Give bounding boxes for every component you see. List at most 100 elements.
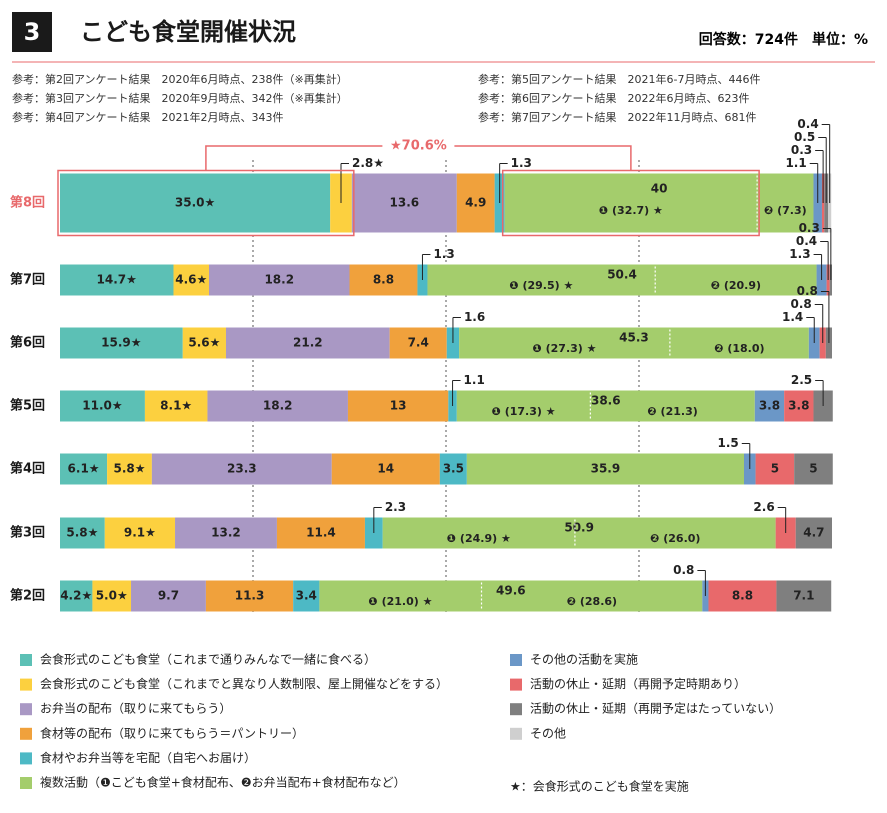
value-label: 0.8	[797, 284, 818, 298]
value-label: 0.3	[799, 221, 820, 235]
bar-segment	[293, 580, 320, 612]
bar-segment	[144, 390, 208, 422]
value-label: 1.5	[718, 436, 739, 450]
legend-label: 会食形式のこども食堂（これまでと異なり人数制限、屋上開催などをする）	[40, 676, 448, 691]
value-label: 5.6★	[188, 336, 220, 350]
value-label: 4.9	[465, 196, 486, 210]
bar-segment	[351, 173, 457, 233]
legend-label: その他の活動を実施	[530, 652, 638, 667]
bar-segment	[173, 264, 209, 296]
value-label: 4.7	[803, 526, 824, 540]
bar-segment	[319, 580, 703, 612]
value-label: 2.8★	[352, 156, 384, 170]
value-label: 21.2	[293, 336, 323, 350]
value-label: 3.4	[296, 589, 317, 603]
bar-segment	[784, 390, 814, 422]
number-box	[12, 12, 52, 52]
value-label: 9.1★	[124, 526, 156, 540]
value-label: 1.1	[785, 156, 806, 170]
breakdown-label: ❶ (21.0) ★	[368, 595, 432, 608]
bar-segment	[347, 390, 449, 422]
row-label: 第4回	[10, 461, 45, 477]
value-label: 11.4	[306, 526, 336, 540]
legend-swatch	[20, 727, 32, 740]
note: 参考：第4回アンケート結果 2021年2月時点、343件	[12, 110, 284, 124]
value-label: 5.8★	[113, 462, 145, 476]
value-label: 4.2★	[60, 589, 92, 603]
value-label: 1.4	[782, 310, 803, 324]
value-label: 7.1	[793, 589, 814, 603]
value-label: 2.6	[753, 500, 774, 514]
value-label: 1.3	[433, 247, 454, 261]
value-label: 45.3	[619, 331, 649, 345]
bar-segment	[794, 453, 833, 485]
legend-swatch	[20, 777, 32, 789]
bar-segment	[205, 580, 294, 612]
meta: 回答数：724件 単位：%	[699, 31, 868, 48]
value-label: 5.8★	[66, 526, 98, 540]
value-label: 2.3	[385, 500, 406, 514]
legend-label: お弁当の配布（取りに来てもらう）	[40, 701, 231, 716]
bar-segment	[708, 580, 777, 612]
bar-segment	[92, 580, 132, 612]
breakdown-label: ❷ (28.6)	[567, 595, 617, 608]
legend-label: 食材やお弁当等を宅配（自宅へお届け）	[40, 750, 256, 765]
bar-segment	[427, 264, 817, 296]
legend-swatch	[510, 703, 522, 716]
bar-segment	[349, 264, 418, 296]
breakdown-label: ❶ (17.3) ★	[492, 405, 556, 418]
bar-segment	[60, 173, 331, 233]
legend-swatch	[510, 678, 522, 691]
breakdown-label: ❷ (20.9)	[711, 279, 761, 292]
bar-segment	[60, 580, 93, 612]
value-label: 0.5	[794, 130, 815, 144]
value-label: 5	[771, 462, 779, 476]
legend-swatch	[20, 703, 32, 716]
bar-segment	[60, 517, 105, 549]
value-label: 23.3	[227, 462, 257, 476]
value-label: 35.0★	[175, 196, 215, 210]
breakdown-label: ❶ (29.5) ★	[509, 279, 573, 292]
legend-label: 複数活動（❶こども食堂+食材配布、❷お弁当配布+食材配布など）	[40, 775, 406, 790]
legend-label: 活動の休止・延期（再開予定時期あり）	[530, 676, 746, 691]
legend-swatch	[20, 654, 32, 666]
value-label: 8.8	[732, 589, 753, 603]
bar-segment	[107, 453, 152, 485]
value-label: 7.4	[408, 336, 429, 350]
bar-segment	[795, 517, 832, 549]
value-label: 3.5	[443, 462, 464, 476]
value-label: 0.8	[673, 563, 694, 577]
value-label: 9.7	[158, 589, 179, 603]
value-label: 5	[809, 462, 817, 476]
bar-segment	[459, 327, 809, 359]
bar-segment	[776, 580, 832, 612]
bar-segment	[439, 453, 467, 485]
value-label: 0.3	[791, 143, 812, 157]
value-label: 11.0★	[82, 399, 122, 413]
value-label: 15.9★	[101, 336, 141, 350]
bar-segment	[175, 517, 277, 549]
legend-label: 食材等の配布（取りに来てもらう＝パントリー）	[40, 725, 304, 740]
value-label: 14.7★	[97, 273, 137, 287]
bar-segment	[208, 264, 350, 296]
row-label: 第6回	[10, 335, 45, 351]
value-label: 18.2	[263, 399, 293, 413]
value-label: 8.1★	[160, 399, 192, 413]
breakdown-label: ❷ (21.3)	[647, 405, 697, 418]
bar-segment	[60, 264, 174, 296]
bar-segment	[60, 390, 145, 422]
breakdown-label: ❶ (27.3) ★	[532, 342, 596, 355]
value-label: 2.5	[791, 373, 812, 387]
bar-segment	[225, 327, 390, 359]
legend-swatch	[510, 727, 522, 740]
section-number: 3	[24, 18, 41, 46]
value-label: 0.4	[796, 234, 817, 248]
bar-segment	[456, 390, 755, 422]
value-label: 3.8	[788, 399, 809, 413]
value-label: 0.4	[797, 117, 818, 131]
bar-segment	[60, 453, 108, 485]
legend-label: 会食形式のこども食堂（これまで通りみんなで一緒に食べる）	[40, 652, 376, 667]
annotation-bg	[382, 138, 455, 154]
value-label: 5.0★	[96, 589, 128, 603]
note: 参考：第3回アンケート結果 2020年9月時点、342件（※再集計）	[12, 91, 348, 105]
